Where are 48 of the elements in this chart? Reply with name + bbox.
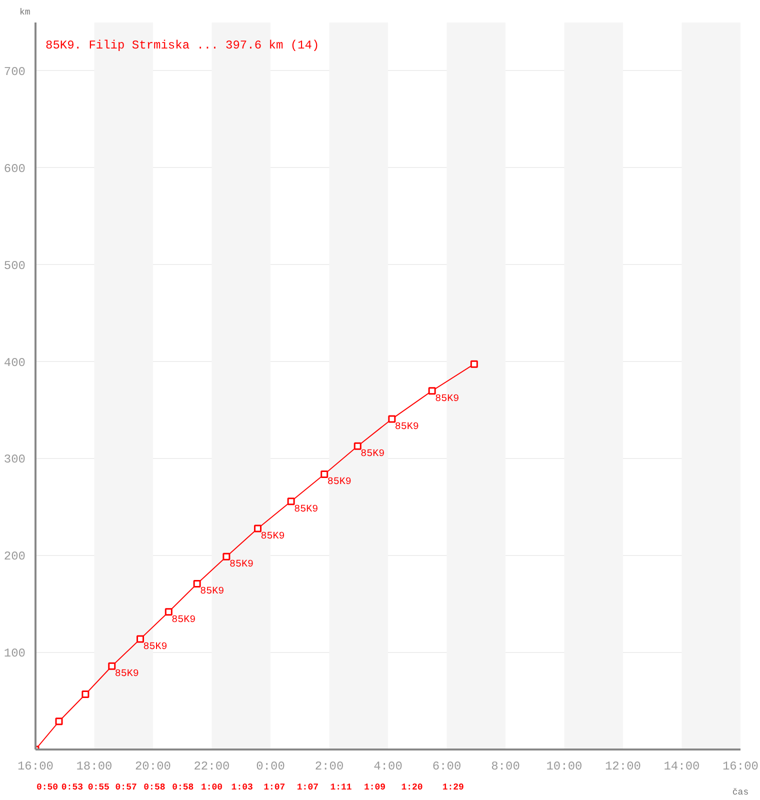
annotation: 85K9 — [435, 394, 460, 405]
y-tick-label: 300 — [4, 452, 26, 467]
annotation: 85K9 — [360, 449, 385, 460]
x-tick-label: 8:00 — [491, 760, 520, 774]
y-tick-label: 700 — [4, 64, 26, 79]
text: 85K9. Filip Strmiska ... 397.6 km (14) — [46, 38, 320, 52]
text: 1:11 — [330, 782, 352, 792]
text: 1:03 — [231, 782, 253, 792]
text: 0:55 — [88, 782, 110, 792]
text: 1:00 — [200, 782, 223, 792]
annotation: 85K9 — [260, 531, 285, 542]
annotation: 85K9 — [294, 504, 318, 516]
x-tick-label: 20:00 — [134, 760, 172, 774]
x-tick-label: 12:00 — [604, 760, 642, 774]
x-axis-title: čas — [732, 788, 749, 798]
y-tick-label: 200 — [4, 550, 26, 564]
text: 1:29 — [442, 782, 464, 792]
y-tick-label: 600 — [4, 162, 26, 176]
x-tick-label: 4:00 — [374, 760, 402, 774]
y-tick-label: 500 — [4, 258, 26, 273]
y-tick-label: 400 — [4, 356, 26, 370]
text: 0:58 — [172, 782, 194, 792]
x-tick-label: 18:00 — [76, 760, 112, 774]
x-tick-label: 10:00 — [546, 760, 582, 774]
annotation: 85K9 — [229, 560, 254, 571]
text: 1:09 — [364, 782, 386, 792]
annotation: 85K9 — [114, 669, 139, 680]
annotation: 85K9 — [172, 614, 196, 626]
x-tick-label: 16:00 — [722, 760, 759, 774]
x-tick-label: 14:00 — [664, 760, 700, 774]
annotation: 85K9 — [327, 477, 352, 488]
y-tick-label: 100 — [4, 646, 26, 661]
text: 0:58 — [144, 782, 166, 792]
text: 1:07 — [296, 782, 319, 792]
x-tick-label: 6:00 — [432, 760, 462, 774]
x-tick-label: 0:00 — [256, 760, 285, 774]
text: 1:20 — [401, 782, 423, 792]
y-axis-title: km — [20, 8, 30, 18]
text: 1:07 — [264, 782, 286, 792]
x-tick-label: 22:00 — [194, 760, 230, 774]
text: 0:53 — [61, 782, 84, 792]
x-tick-label: 2:00 — [314, 760, 344, 774]
annotation: 85K9 — [200, 586, 224, 598]
annotation: 85K9 — [394, 422, 419, 433]
x-tick-label: 16:00 — [17, 760, 54, 774]
text: 0:50 — [36, 782, 58, 792]
annotation: 85K9 — [143, 642, 168, 653]
text: 0:57 — [115, 782, 137, 792]
